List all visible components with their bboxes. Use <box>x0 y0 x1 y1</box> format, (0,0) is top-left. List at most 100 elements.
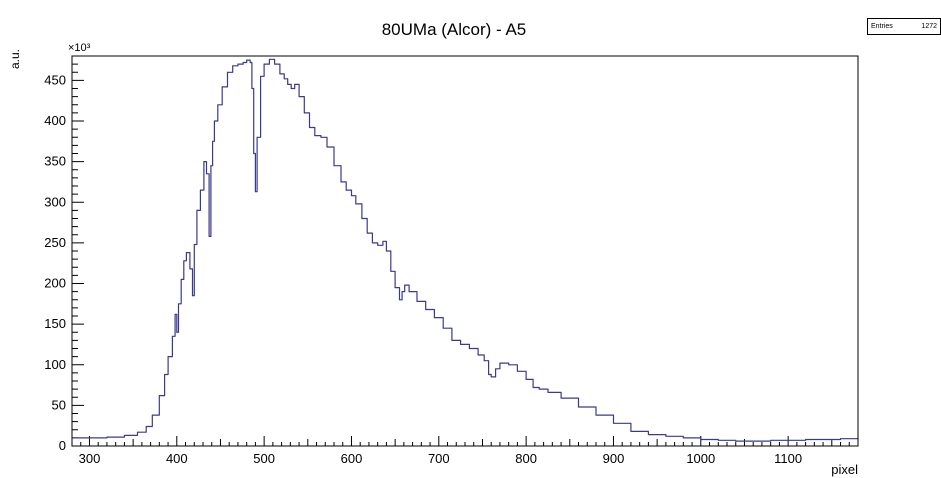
data-point <box>442 327 444 329</box>
data-point <box>183 260 185 262</box>
data-point <box>320 136 322 138</box>
data-point <box>787 439 789 441</box>
data-point <box>214 120 215 122</box>
stats-entries-label: Entries <box>871 23 893 30</box>
data-point <box>145 426 147 427</box>
y-tick-label: 300 <box>44 194 66 209</box>
data-point <box>630 431 632 432</box>
data-point <box>172 335 173 337</box>
y-tick-label: 350 <box>44 154 66 169</box>
data-point <box>372 242 373 244</box>
data-point <box>251 88 253 89</box>
data-point <box>309 127 310 128</box>
data-point <box>212 140 214 142</box>
y-tick-label: 150 <box>44 316 66 331</box>
data-point <box>106 436 108 438</box>
data-point <box>279 73 281 75</box>
x-axis-label: pixel <box>831 462 858 477</box>
data-point <box>253 153 255 154</box>
data-point <box>499 362 501 364</box>
data-point <box>290 88 292 89</box>
data-point <box>260 75 261 77</box>
data-point <box>451 340 453 341</box>
data-point <box>263 63 265 65</box>
data-point <box>508 364 510 366</box>
data-point <box>203 161 205 163</box>
y-tick-label: 200 <box>44 276 66 291</box>
data-point <box>560 397 562 399</box>
data-point <box>377 244 379 246</box>
data-point <box>752 440 754 442</box>
data-point <box>206 173 207 175</box>
data-point <box>386 250 387 252</box>
data-point <box>178 303 179 305</box>
data-point <box>340 181 342 183</box>
data-point <box>151 414 153 416</box>
data-point <box>460 344 461 345</box>
stats-entries-value: 1272 <box>921 23 937 30</box>
stats-box: Entries 1272 <box>867 18 941 35</box>
spectrum-line <box>72 58 858 442</box>
data-point <box>613 422 614 424</box>
data-point <box>382 240 384 242</box>
data-point <box>717 439 719 441</box>
data-point <box>483 360 485 362</box>
y-tick-label: 400 <box>44 113 66 128</box>
data-point <box>547 392 549 393</box>
x-tick-label: 600 <box>341 451 363 466</box>
data-point <box>840 438 841 440</box>
data-point <box>595 414 597 416</box>
y-tick-label: 450 <box>44 72 66 87</box>
data-layer <box>71 58 859 442</box>
data-point <box>167 356 169 357</box>
data-point <box>232 65 234 67</box>
data-point <box>196 210 198 211</box>
chart-title: 80UMa (Alcor) - A5 <box>382 20 527 39</box>
data-point <box>700 439 702 440</box>
data-point <box>366 232 368 234</box>
data-point <box>326 146 328 148</box>
data-point <box>217 104 219 106</box>
data-point <box>180 279 182 280</box>
data-point <box>399 299 400 301</box>
data-point <box>274 63 275 65</box>
x-tick-label: 300 <box>79 451 101 466</box>
data-point <box>345 189 347 191</box>
data-point <box>351 195 352 197</box>
data-point <box>298 96 300 97</box>
data-point <box>314 135 316 137</box>
y-axis-multiplier: ×10³ <box>68 42 91 54</box>
data-point <box>416 301 418 302</box>
data-point <box>283 78 285 80</box>
data-point <box>495 368 496 370</box>
data-point <box>186 252 187 254</box>
data-point <box>361 218 363 219</box>
data-point <box>158 395 160 396</box>
y-tick-label: 100 <box>44 357 66 372</box>
data-point <box>174 314 176 315</box>
y-axis-label: a.u. <box>8 49 22 69</box>
data-point <box>822 439 824 440</box>
data-point <box>488 374 489 375</box>
data-point <box>401 291 403 292</box>
data-point <box>770 439 772 441</box>
data-point <box>246 59 248 61</box>
data-point <box>294 84 296 85</box>
x-tick-label: 1000 <box>686 451 715 466</box>
data-point <box>124 435 125 436</box>
data-point <box>477 354 479 356</box>
data-point <box>333 165 335 167</box>
data-point <box>221 86 223 88</box>
data-point <box>578 406 579 408</box>
data-point <box>517 370 518 372</box>
data-point <box>287 84 289 85</box>
data-point <box>193 244 195 245</box>
x-tick-label: 700 <box>428 451 450 466</box>
axis-ticks: 300 400 500 600 700 800 900 1000 1100 0 50 100 150 20… <box>44 55 859 466</box>
data-point <box>303 112 305 114</box>
data-point <box>665 435 667 437</box>
data-point <box>208 236 210 237</box>
data-point <box>189 268 191 270</box>
data-point <box>425 309 427 310</box>
